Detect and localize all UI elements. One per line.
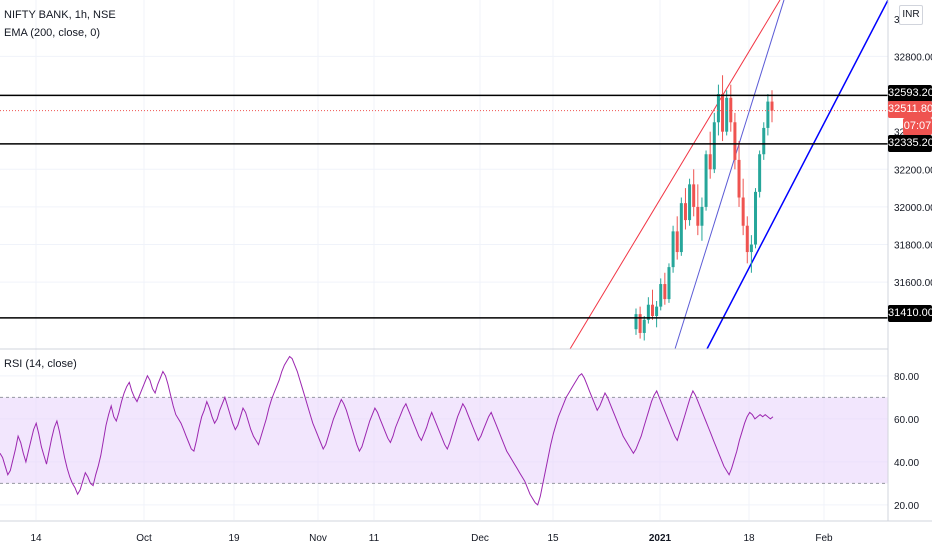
red-trend-line [569, 0, 781, 350]
rsi-line [0, 355, 774, 506]
time-label: 11 [369, 533, 380, 544]
candle-body [716, 94, 720, 123]
candle-body [700, 206, 704, 226]
candle-body [646, 304, 650, 320]
candle-body [721, 94, 725, 132]
rsi-tick-label: 60.00 [894, 415, 919, 426]
candle-body [766, 101, 770, 128]
candle-body [741, 197, 745, 226]
candle-body [638, 314, 642, 333]
time-label: 14 [30, 533, 42, 544]
candle-body [758, 154, 762, 192]
candle-body [683, 203, 687, 221]
blue-trend-line-thin [674, 0, 785, 350]
price-tick-label: 32200.00 [894, 165, 932, 176]
symbol-legend[interactable]: NIFTY BANK, 1h, NSE [4, 9, 116, 21]
time-label: Nov [309, 533, 327, 544]
candle-body [692, 184, 696, 207]
price-tick-label: 31800.00 [894, 241, 932, 252]
rsi-tick-label: 40.00 [894, 458, 919, 469]
time-label: Oct [136, 533, 152, 544]
rsi-series-line [0, 355, 774, 506]
candle-body [770, 101, 774, 111]
rsi-tick-label: 20.00 [894, 501, 919, 512]
candle-body [679, 203, 683, 253]
candle-body [634, 314, 638, 330]
candle-body [650, 304, 654, 317]
trend-channels [569, 0, 889, 350]
candle-body [754, 191, 758, 245]
time-label: 19 [228, 533, 240, 544]
candle-body [663, 284, 667, 300]
rsi-band [0, 396, 888, 484]
rsi-legend[interactable]: RSI (14, close) [4, 358, 77, 370]
horizontal-levels [0, 94, 888, 319]
candle-body [708, 154, 712, 170]
candle-body [667, 267, 671, 300]
level-badge-32335: 32335.20 [888, 135, 932, 152]
candle-body [725, 97, 729, 132]
price-tick-label: 32000.00 [894, 203, 932, 214]
level-badge-31410: 31410.00 [888, 305, 932, 322]
candle-body [737, 159, 741, 198]
candle-body [733, 122, 737, 160]
candle-body [762, 127, 766, 155]
candle-body [675, 231, 679, 253]
candle-body [642, 319, 646, 333]
last-price-badge: 32511.80 [888, 101, 932, 118]
candle-body [696, 206, 700, 226]
candle-body [729, 97, 733, 123]
blue-trend-line [706, 0, 889, 350]
candle-body [749, 244, 753, 253]
level-badge-32593: 32593.20 [888, 85, 932, 102]
candle-body [712, 122, 716, 170]
candle-body [655, 306, 659, 317]
candle-body [671, 231, 675, 268]
candle-body [745, 225, 749, 253]
candles [634, 75, 774, 341]
time-label: 2021 [649, 533, 672, 544]
time-label: Dec [471, 533, 489, 544]
rsi-band-fill [0, 397, 888, 484]
candle-body [704, 154, 708, 207]
time-label: 18 [743, 533, 755, 544]
bar-countdown: 07:07 [903, 118, 932, 135]
time-label: 15 [547, 533, 559, 544]
price-tick-label: 32800.00 [894, 52, 932, 63]
price-tick-label-partial: 32 [894, 128, 906, 139]
time-label: Feb [815, 533, 833, 544]
currency-label[interactable]: INR [899, 5, 923, 25]
price-tick-label: 31600.00 [894, 278, 932, 289]
ema-legend[interactable]: EMA (200, close, 0) [4, 27, 100, 39]
candle-body [688, 184, 692, 221]
candle-body [659, 284, 663, 307]
rsi-tick-label: 80.00 [894, 372, 919, 383]
